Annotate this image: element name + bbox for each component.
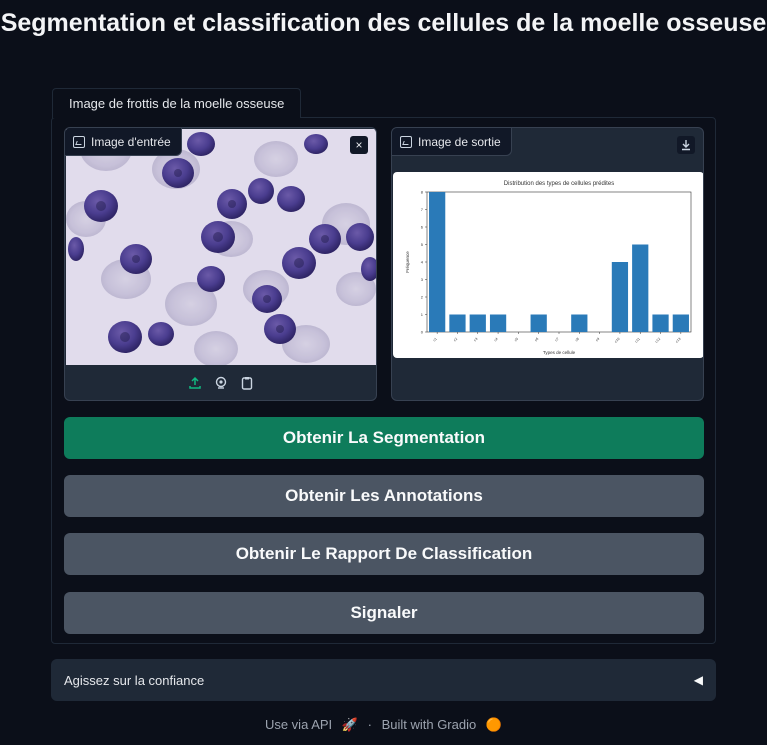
input-image-label-text: Image d'entrée (91, 134, 171, 149)
input-source-icons (65, 370, 376, 396)
x-tick-label: c10 (614, 337, 621, 344)
gradio-link[interactable]: Built with Gradio (381, 717, 477, 732)
x-tick-label: c11 (634, 337, 641, 344)
y-tick-label: 1 (421, 312, 424, 317)
footer-separator: · (367, 717, 372, 732)
close-icon[interactable]: × (350, 136, 368, 154)
image-icon (400, 135, 412, 148)
x-tick-label: c4 (493, 337, 498, 342)
x-tick-label: c5 (514, 337, 519, 342)
bar (672, 314, 689, 332)
confidence-accordion[interactable]: Agissez sur la confiance ◀ (51, 659, 716, 701)
page-title: Segmentation et classification des cellu… (0, 9, 767, 37)
collapse-arrow-icon: ◀ (693, 673, 703, 687)
y-axis-label: Fréquence (405, 251, 410, 273)
y-tick-label: 3 (421, 277, 424, 282)
bar (632, 244, 649, 332)
segmentation-button[interactable]: Obtenir La Segmentation (64, 417, 704, 459)
y-tick-label: 4 (421, 260, 424, 265)
x-tick-label: c13 (675, 337, 682, 344)
api-link[interactable]: Use via API (264, 717, 333, 732)
annotations-button[interactable]: Obtenir Les Annotations (64, 475, 704, 517)
bar (611, 262, 629, 332)
y-tick-label: 8 (421, 190, 424, 195)
classification-report-button[interactable]: Obtenir Le Rapport De Classification (64, 533, 704, 575)
x-tick-label: c9 (595, 337, 600, 342)
tab-frottis[interactable]: Image de frottis de la moelle osseuse (52, 88, 302, 118)
class-distribution-chart: Distribution des types de cellules prédi… (393, 172, 703, 358)
bar (449, 314, 466, 332)
image-icon (73, 135, 85, 148)
y-tick-label: 7 (421, 207, 424, 212)
y-tick-label: 0 (421, 330, 424, 335)
y-tick-label: 2 (421, 295, 424, 300)
x-tick-label: c3 (473, 337, 478, 342)
x-tick-label: c6 (534, 337, 539, 342)
bone-marrow-smear-image (66, 129, 376, 365)
chart-frame (426, 191, 692, 333)
bar (469, 314, 486, 332)
download-icon[interactable] (677, 136, 695, 154)
signaler-button[interactable]: Signaler (64, 592, 704, 634)
x-tick-label: c2 (453, 337, 458, 342)
bar (652, 314, 669, 332)
accordion-label: Agissez sur la confiance (64, 672, 205, 688)
clipboard-icon[interactable] (240, 376, 254, 390)
chart-title: Distribution des types de cellules prédi… (504, 181, 614, 187)
output-image-label: Image de sortie (392, 128, 512, 156)
footer: Use via API 🚀 · Built with Gradio 🟠 (0, 717, 767, 733)
input-image-label: Image d'entrée (65, 128, 182, 156)
webcam-icon[interactable] (214, 376, 228, 390)
output-image-label-text: Image de sortie (418, 134, 501, 149)
bar (429, 192, 446, 332)
upload-icon[interactable] (188, 376, 202, 390)
x-tick-label: c7 (554, 337, 559, 342)
bar (571, 314, 588, 332)
y-tick-label: 6 (421, 225, 424, 230)
bar (530, 314, 547, 332)
rocket-icon: 🚀 (341, 717, 358, 732)
bar (489, 314, 507, 332)
input-image-box[interactable]: Image d'entrée × (64, 127, 377, 401)
x-axis-label: Types de cellule (543, 350, 576, 355)
gradio-logo-icon: 🟠 (485, 717, 503, 732)
y-tick-label: 5 (421, 242, 424, 247)
output-image-box: Image de sortie Distribution des types d… (391, 127, 704, 401)
x-tick-label: c8 (575, 337, 580, 342)
x-tick-label: c12 (654, 337, 661, 344)
x-tick-label: c1 (432, 337, 437, 342)
